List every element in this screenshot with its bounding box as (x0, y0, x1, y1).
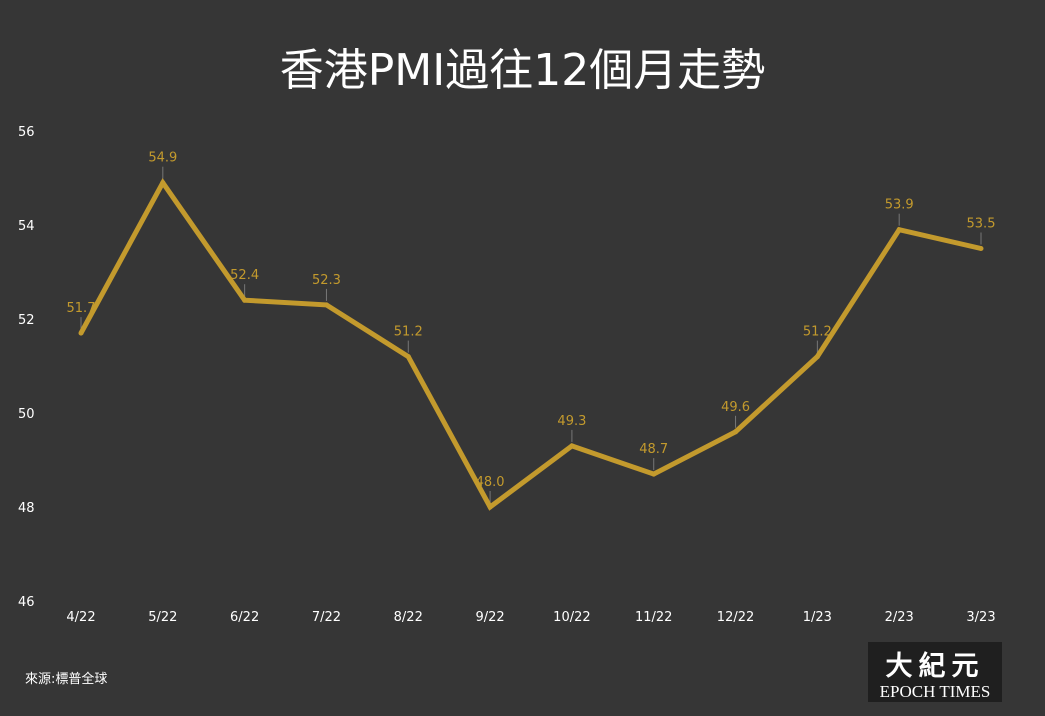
data-point (160, 180, 166, 186)
data-label: 53.9 (885, 198, 914, 213)
data-points (78, 180, 984, 510)
x-tick-label: 8/22 (394, 610, 423, 625)
data-label: 51.7 (67, 301, 96, 316)
data-point (323, 302, 329, 308)
data-label: 52.3 (312, 273, 341, 288)
x-tick-label: 7/22 (312, 610, 341, 625)
data-point (569, 443, 575, 449)
logo-english-text: EPOCH TIMES (879, 682, 991, 701)
data-point (78, 330, 84, 336)
x-tick-label: 1/23 (803, 610, 832, 625)
data-label: 48.0 (476, 475, 505, 490)
data-label: 54.9 (148, 151, 177, 166)
data-label: 48.7 (639, 442, 668, 457)
y-tick-label: 52 (18, 313, 35, 328)
data-point (733, 429, 739, 435)
data-point (814, 354, 820, 360)
x-tick-label: 11/22 (635, 610, 672, 625)
x-tick-label: 2/23 (885, 610, 914, 625)
y-tick-label: 48 (18, 501, 35, 516)
chart-title: 香港PMI過往12個月走勢 (279, 45, 766, 96)
y-tick-label: 46 (18, 595, 35, 610)
data-point (487, 504, 493, 510)
epoch-times-logo: 大紀元 EPOCH TIMES (868, 642, 1002, 702)
x-tick-label: 4/22 (66, 610, 95, 625)
data-point (405, 354, 411, 360)
y-tick-label: 50 (18, 407, 35, 422)
series-line-pmi (78, 177, 982, 511)
x-tick-label: 9/22 (475, 610, 504, 625)
x-tick-label: 5/22 (148, 610, 177, 625)
data-labels: 51.7 54.9 52.4 52.3 51.2 48.0 49.3 48.7 49.6 51.2… (67, 151, 996, 490)
data-label-leaders (80, 166, 982, 503)
data-label: 51.2 (803, 325, 832, 340)
data-point (242, 297, 248, 303)
y-tick-label: 56 (18, 125, 35, 140)
x-tick-label: 3/23 (966, 610, 995, 625)
data-label: 53.5 (967, 217, 996, 232)
x-tick-label: 12/22 (717, 610, 754, 625)
y-axis-ticks: 46 48 50 52 54 56 (18, 125, 35, 610)
y-tick-label: 54 (18, 219, 35, 234)
data-point (896, 227, 902, 233)
x-tick-label: 10/22 (553, 610, 590, 625)
x-axis-ticks: 4/22 5/22 6/22 7/22 8/22 9/22 10/22 11/22 12/22 1… (66, 610, 995, 625)
data-point (978, 246, 984, 251)
source-note: 來源:標普全球 (25, 672, 108, 687)
data-label: 49.3 (557, 414, 586, 429)
data-label: 51.2 (394, 325, 423, 340)
data-label: 49.6 (721, 400, 750, 415)
data-point (651, 471, 657, 477)
logo-chinese-text: 大紀元 (885, 651, 985, 682)
data-label: 52.4 (230, 268, 259, 283)
x-tick-label: 6/22 (230, 610, 259, 625)
